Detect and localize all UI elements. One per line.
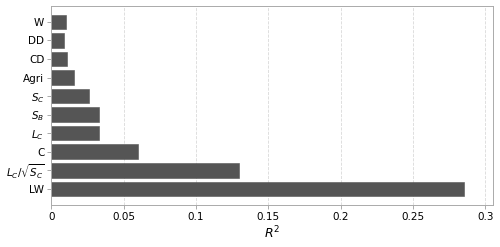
Bar — [51, 15, 66, 29]
Bar — [51, 163, 240, 178]
Bar — [51, 126, 99, 140]
Bar — [51, 107, 99, 122]
Bar — [51, 33, 64, 48]
Bar — [51, 70, 74, 85]
Bar — [51, 52, 67, 66]
Bar — [51, 182, 464, 196]
Bar — [51, 89, 89, 103]
X-axis label: $R^2$: $R^2$ — [264, 225, 280, 242]
Bar — [51, 144, 138, 159]
